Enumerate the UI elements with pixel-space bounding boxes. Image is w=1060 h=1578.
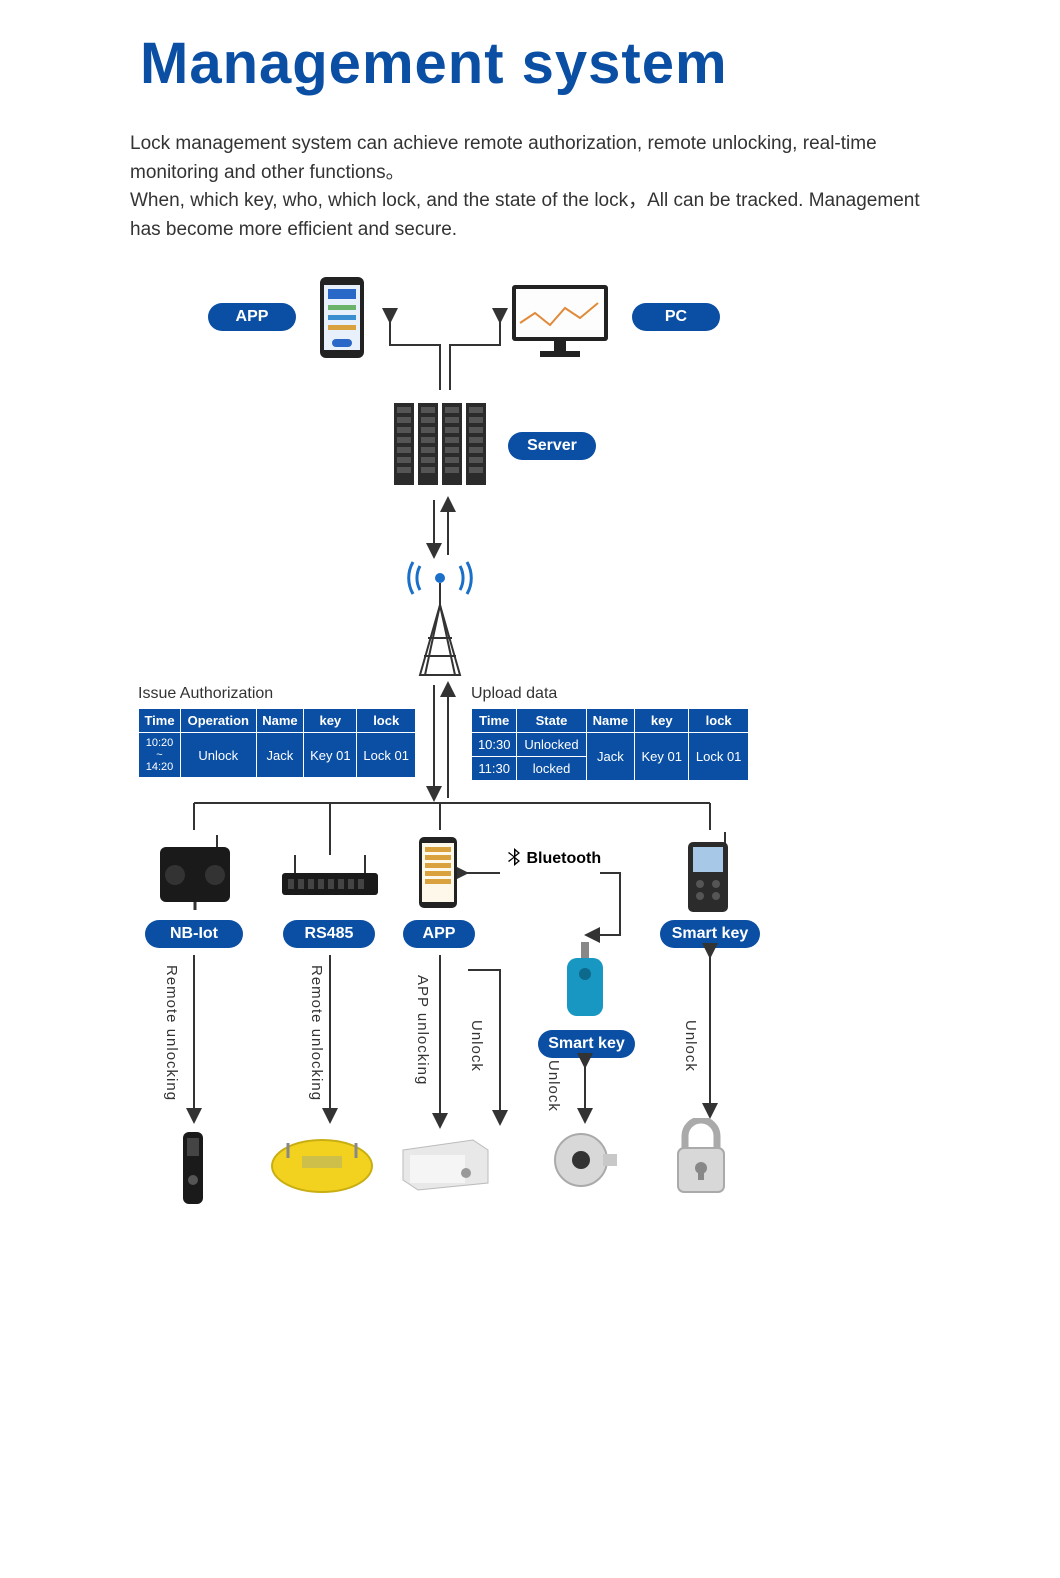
lock-handle-icon bbox=[165, 1128, 220, 1208]
box-lock-icon bbox=[398, 1135, 493, 1193]
padlock-icon bbox=[670, 1118, 732, 1198]
antenna-icon bbox=[405, 560, 475, 680]
nbiot-device-icon bbox=[155, 835, 235, 910]
connectors-svg bbox=[0, 0, 1060, 1578]
server-icon bbox=[390, 395, 490, 490]
phone-top-icon bbox=[318, 275, 366, 360]
smart-key-handheld-icon bbox=[680, 832, 735, 917]
router-icon bbox=[280, 855, 380, 905]
phone-mid-icon bbox=[417, 835, 459, 910]
socket-lock-icon bbox=[553, 1128, 617, 1192]
smart-key-fob-icon bbox=[563, 942, 607, 1020]
manhole-lock-icon bbox=[268, 1128, 376, 1196]
monitor-icon bbox=[510, 283, 610, 361]
